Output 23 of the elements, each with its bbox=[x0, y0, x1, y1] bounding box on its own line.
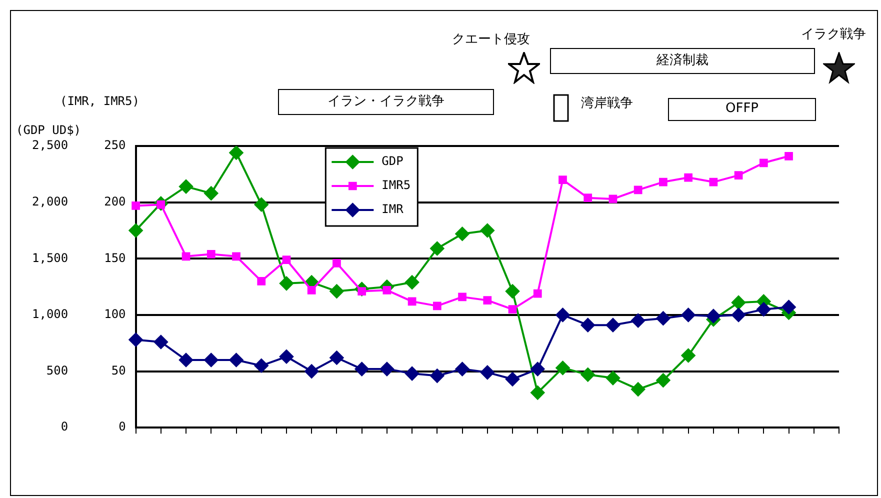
y2-tick-label: 2,500 bbox=[32, 138, 68, 152]
y-tick-label: 250 bbox=[104, 138, 126, 152]
text: OFFP bbox=[668, 98, 816, 121]
y2-tick-label: 1,000 bbox=[32, 307, 68, 322]
text: 湾岸戦争 bbox=[581, 95, 633, 112]
y-tick-label: 0 bbox=[118, 420, 126, 434]
text: イラク戦争 bbox=[801, 26, 866, 43]
text: クエート侵攻 bbox=[452, 31, 530, 48]
y-axis-title: (IMR, IMR5) bbox=[60, 94, 140, 108]
legend-label: IMR5 bbox=[382, 178, 411, 192]
y2-tick-label: 500 bbox=[46, 363, 68, 378]
y-tick-label: 100 bbox=[104, 307, 126, 322]
legend-label: IMR bbox=[382, 202, 404, 216]
legend-label: GDP bbox=[382, 154, 404, 168]
y2-axis-title: (GDP UD$) bbox=[16, 123, 82, 137]
y-tick-label: 150 bbox=[104, 250, 126, 265]
y-tick-label: 200 bbox=[104, 194, 126, 208]
y2-tick-label: 0 bbox=[60, 420, 68, 434]
y2-tick-label: 2,000 bbox=[32, 194, 68, 208]
y2-tick-label: 1,500 bbox=[32, 250, 68, 265]
text: 経済制裁 bbox=[550, 48, 815, 74]
text: イラン・イラク戦争 bbox=[278, 89, 494, 115]
y-tick-label: 50 bbox=[111, 363, 126, 378]
